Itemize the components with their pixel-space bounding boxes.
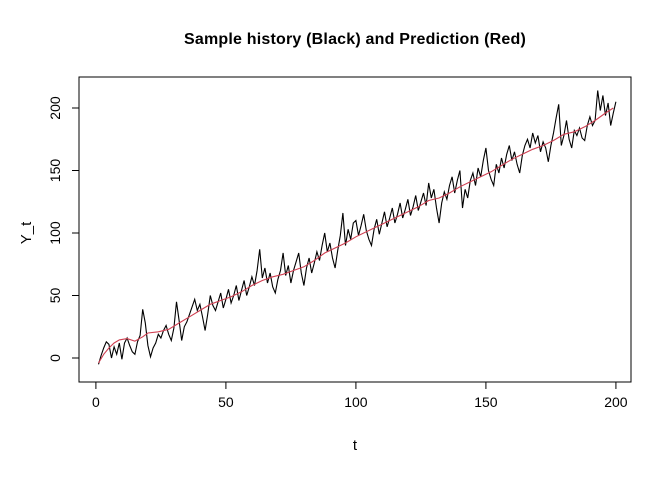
plot-box <box>78 76 632 383</box>
prediction-series-line <box>98 107 614 364</box>
y-axis-tick-label: 200 <box>47 96 63 120</box>
x-axis-tick-label: 200 <box>604 394 628 410</box>
y-axis-tick-label: 150 <box>47 159 63 183</box>
y-axis-tick-label: 50 <box>47 288 63 304</box>
x-axis-tick-label: 100 <box>344 394 368 410</box>
x-axis-tick-label: 0 <box>92 394 100 410</box>
y-axis-tick-label: 100 <box>47 221 63 245</box>
x-axis-tick-label: 150 <box>474 394 498 410</box>
x-axis-tick-label: 50 <box>218 394 234 410</box>
chart-title: Sample history (Black) and Prediction (R… <box>184 31 526 48</box>
y-axis-tick-label: 0 <box>47 354 63 362</box>
history-series-line <box>97 90 617 365</box>
x-axis-title: t <box>352 437 358 454</box>
